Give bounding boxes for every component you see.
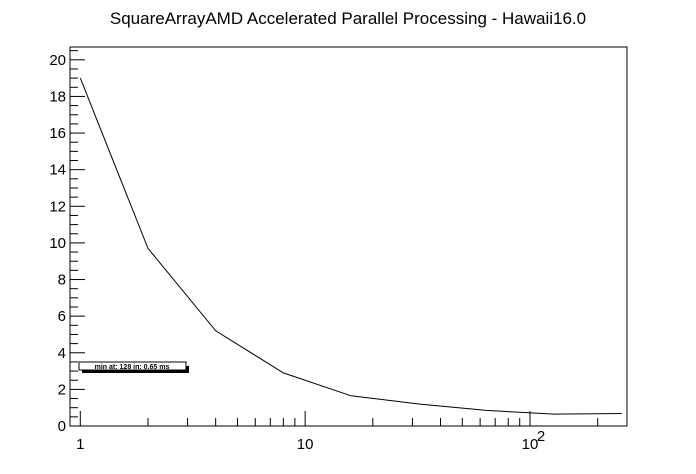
y-tick-label: 2 <box>58 381 66 398</box>
y-tick-label: 4 <box>58 345 66 362</box>
y-tick-label: 8 <box>58 272 66 289</box>
y-tick-label: 12 <box>49 198 66 215</box>
x-tick-label: 1 <box>76 436 84 453</box>
y-tick-label: 10 <box>49 235 66 252</box>
x-tick-label-exponent: 2 <box>537 428 545 445</box>
series-line <box>79 77 622 415</box>
y-tick-label: 18 <box>49 88 66 105</box>
y-tick-label: 14 <box>49 162 66 179</box>
y-axis: 0 2 4 6 8 10 12 14 16 18 20 <box>49 50 85 435</box>
chart-title: SquareArrayAMD Accelerated Parallel Proc… <box>110 9 586 28</box>
legend-frame <box>78 361 187 371</box>
x-tick-label: 10 <box>522 436 539 453</box>
x-axis: 1 10 102 <box>69 411 599 453</box>
y-tick-label: 6 <box>58 308 66 325</box>
y-tick-label: 20 <box>49 52 66 69</box>
legend-box: min at: 128 in: 0.65 ms <box>78 361 189 373</box>
series-layer <box>79 77 622 415</box>
plot-frame <box>69 46 628 427</box>
y-tick-label: 16 <box>49 125 66 142</box>
y-tick-label: 0 <box>58 418 66 435</box>
legend-text: min at: 128 in: 0.65 ms <box>95 364 170 371</box>
x-tick-label: 10 <box>297 436 314 453</box>
